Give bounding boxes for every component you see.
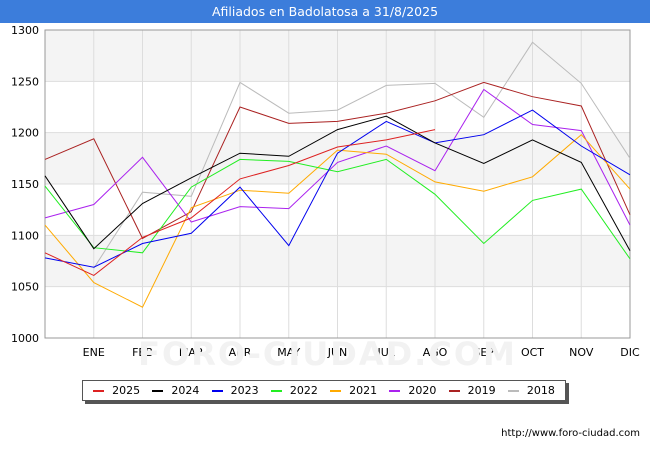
series-line-2024 (44, 115, 631, 251)
x-tick-label: NOV (569, 346, 594, 359)
y-tick-label: 1300 (11, 24, 39, 37)
legend-label: 2022 (289, 384, 318, 397)
legend-item-2025: 2025 (93, 384, 140, 397)
legend-label: 2023 (230, 384, 259, 397)
legend-item-2023: 2023 (211, 384, 259, 397)
y-tick-label: 1050 (11, 281, 39, 294)
legend-label: 2018 (526, 384, 555, 397)
series-line-2020 (44, 88, 631, 226)
legend-swatch (270, 389, 282, 392)
series-line-2018 (93, 41, 631, 269)
x-tick-label: ABR (229, 346, 252, 359)
legend-item-2018: 2018 (507, 384, 555, 397)
legend-label: 2024 (171, 384, 200, 397)
series-line-2025 (44, 129, 436, 276)
legend-item-2024: 2024 (152, 384, 199, 397)
x-tick-label: MAY (277, 346, 300, 359)
x-tick-label: OCT (521, 346, 544, 359)
legend-swatch (389, 389, 401, 392)
legend-label: 2025 (112, 384, 141, 397)
legend-swatch (93, 389, 105, 392)
legend-label: 2019 (467, 384, 496, 397)
legend-label: 2020 (408, 384, 437, 397)
y-tick-label: 1200 (11, 127, 39, 140)
y-tick-label: 1150 (11, 178, 39, 191)
series-line-2022 (44, 158, 631, 260)
legend-item-2020: 2020 (389, 384, 436, 397)
chart-title: Afiliados en Badolatosa a 31/8/2025 (0, 0, 650, 23)
y-tick-label: 1100 (11, 229, 39, 242)
legend-swatch (152, 389, 164, 392)
legend-item-2022: 2022 (270, 384, 318, 397)
x-tick-label: DIC (620, 346, 640, 359)
series-line-2023 (44, 109, 631, 268)
legend-swatch (211, 389, 223, 392)
legend-swatch (330, 389, 342, 392)
y-tick-label: 1000 (11, 332, 39, 345)
x-tick-label: JUN (327, 346, 348, 359)
legend-item-2021: 2021 (330, 384, 377, 397)
source-link[interactable]: http://www.foro-ciudad.com (501, 428, 640, 439)
legend-swatch (507, 389, 519, 392)
x-tick-label: SEP (473, 346, 494, 359)
legend-swatch (448, 389, 460, 392)
legend-label: 2021 (349, 384, 378, 397)
x-tick-label: JUL (377, 346, 396, 359)
x-tick-label: MAR (179, 346, 204, 359)
chart-legend: 2025 2024 2023 2022 2021 2020 2019 2018 (82, 380, 566, 401)
x-tick-label: AGO (423, 346, 448, 359)
legend-item-2019: 2019 (448, 384, 496, 397)
series-line-2021 (44, 134, 631, 308)
plot-border (44, 29, 631, 339)
y-tick-label: 1250 (11, 75, 39, 88)
series-line-2019 (44, 81, 631, 240)
x-tick-label: FEB (132, 346, 153, 359)
x-tick-label: ENE (83, 346, 105, 359)
watermark: FORO-CIUDAD.COM (138, 335, 517, 373)
